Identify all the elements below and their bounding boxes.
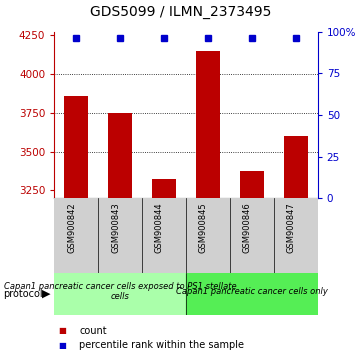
Text: ▶: ▶: [42, 289, 50, 299]
Bar: [274, 198, 318, 273]
Text: Capan1 pancreatic cancer cells exposed to PS1 stellate cells: Capan1 pancreatic cancer cells exposed t…: [4, 282, 236, 301]
Text: GDS5099 / ILMN_2373495: GDS5099 / ILMN_2373495: [90, 5, 271, 19]
Bar: [230, 198, 274, 273]
Text: GSM900845: GSM900845: [199, 202, 208, 253]
Bar: [108, 113, 132, 198]
Bar: [284, 136, 308, 198]
Text: GSM900846: GSM900846: [243, 202, 252, 253]
Bar: [54, 273, 186, 315]
Bar: [142, 198, 186, 273]
Bar: [240, 171, 264, 198]
Bar: [196, 51, 220, 198]
Bar: [186, 273, 318, 315]
Text: percentile rank within the sample: percentile rank within the sample: [79, 340, 244, 350]
Text: GSM900844: GSM900844: [155, 202, 164, 253]
Text: ■: ■: [58, 341, 66, 350]
Text: GSM900843: GSM900843: [111, 202, 120, 253]
Text: GSM900847: GSM900847: [287, 202, 296, 253]
Bar: [186, 198, 230, 273]
Text: count: count: [79, 326, 107, 336]
Bar: [152, 179, 176, 198]
Text: GSM900842: GSM900842: [67, 202, 76, 253]
Bar: [98, 198, 142, 273]
Text: ■: ■: [58, 326, 66, 336]
Text: protocol: protocol: [4, 289, 43, 299]
Bar: [64, 96, 88, 198]
Bar: [54, 198, 98, 273]
Text: Capan1 pancreatic cancer cells only: Capan1 pancreatic cancer cells only: [176, 287, 328, 296]
